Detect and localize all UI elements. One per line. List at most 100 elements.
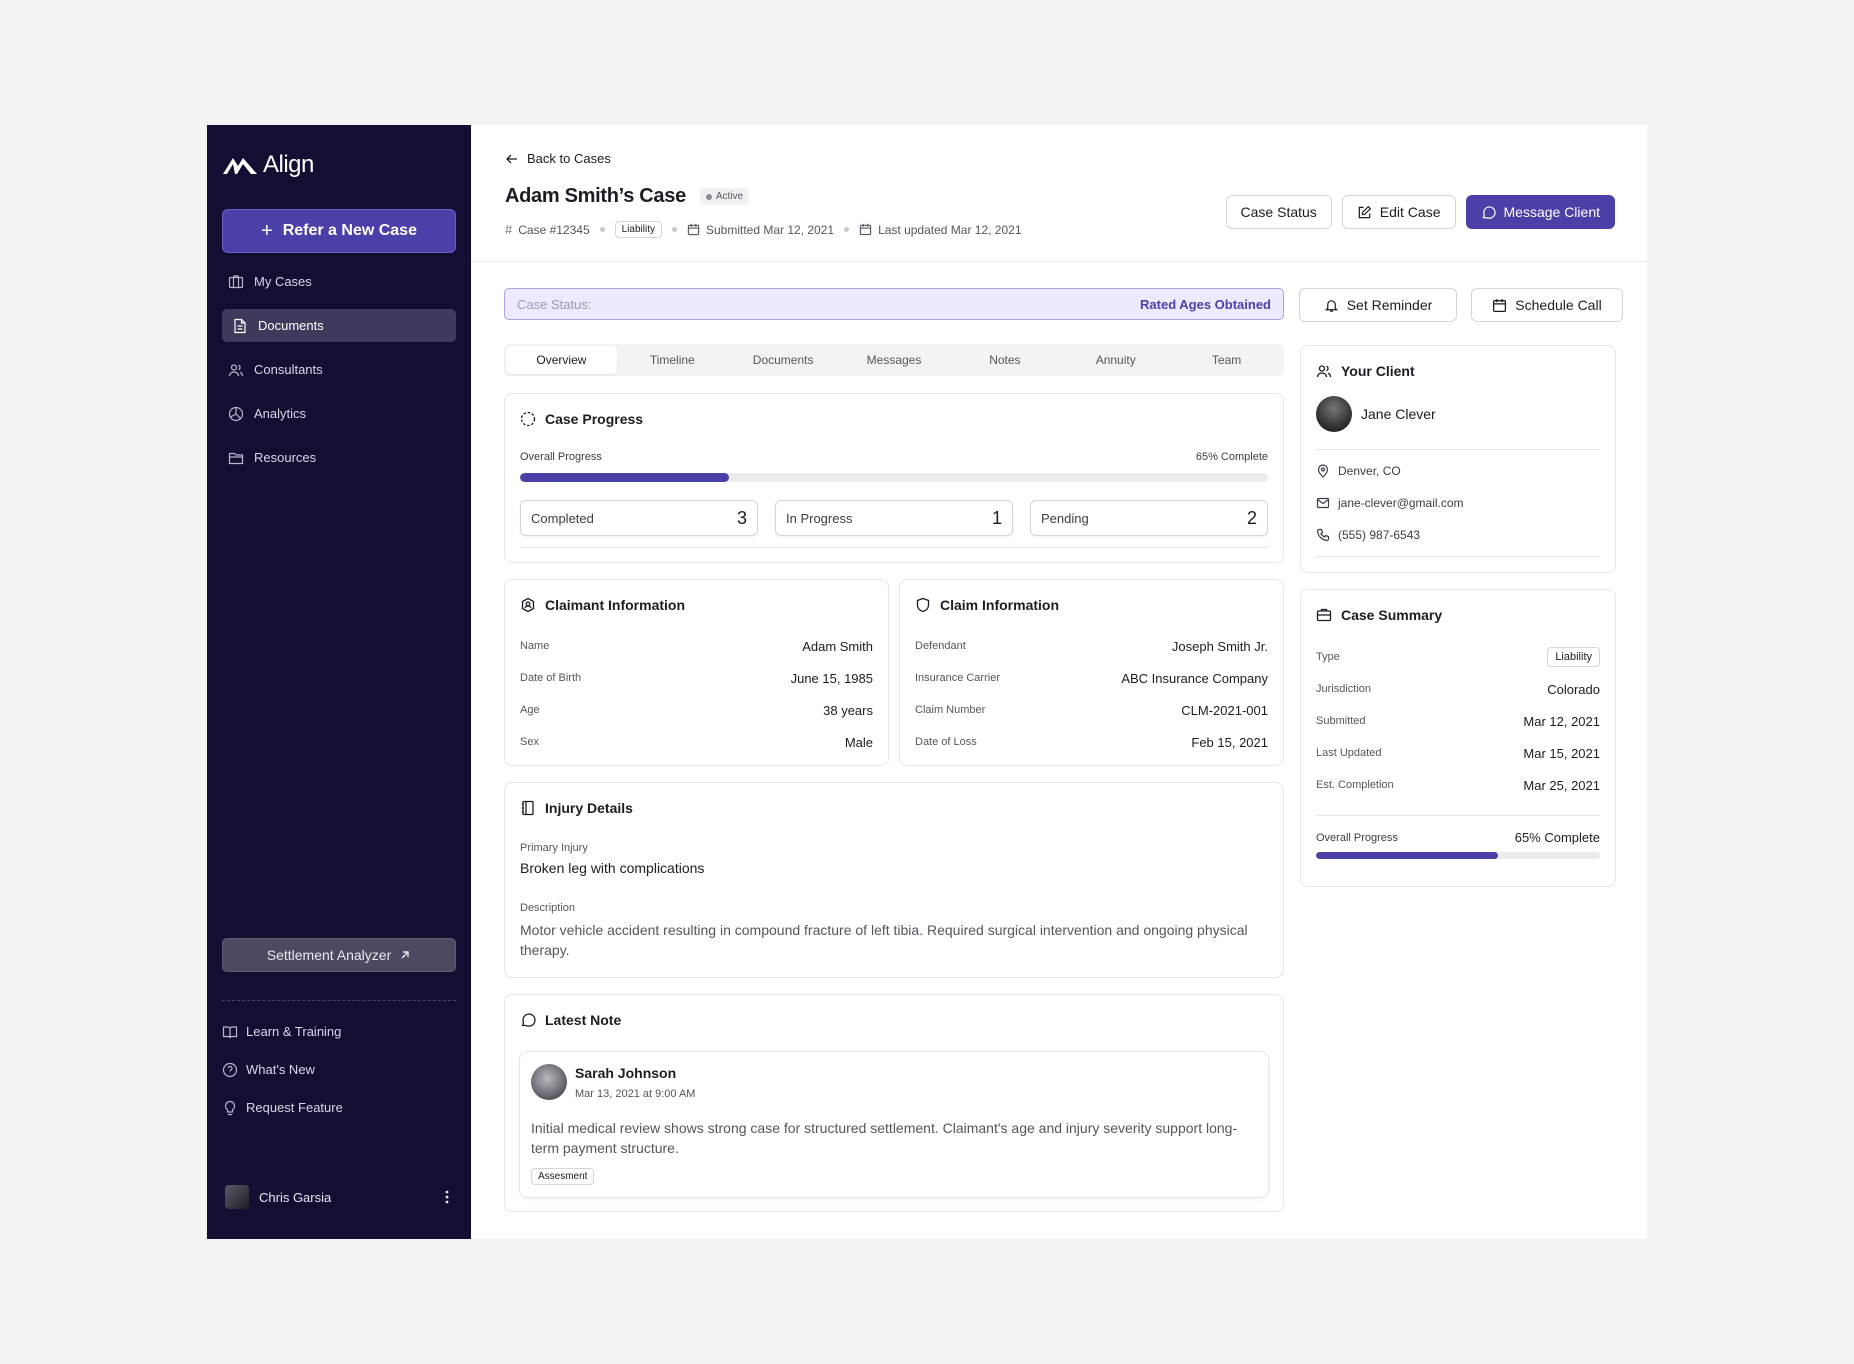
last-updated-date: Last updated Mar 12, 2021 xyxy=(878,222,1022,237)
note-text: Initial medical review shows strong case… xyxy=(531,1120,1238,1156)
sidebar-item-whats-new[interactable]: What's New xyxy=(222,1053,456,1086)
case-progress-card: Case Progress Overall Progress 65% Compl… xyxy=(504,393,1284,563)
client-email[interactable]: jane-clever@gmail.com xyxy=(1316,487,1600,519)
tab-messages[interactable]: Messages xyxy=(866,353,922,367)
sidebar-item-analytics[interactable]: Analytics xyxy=(222,397,456,430)
badge-icon xyxy=(521,597,535,613)
sidebar-bottom-nav: Learn & Training What's New Request Feat… xyxy=(222,1015,456,1129)
info-value: CLM-2021-001 xyxy=(1181,702,1268,718)
summary-key: Jurisdiction xyxy=(1316,683,1372,695)
summary-progress-bar-fill xyxy=(1316,852,1498,859)
stat-value: 1 xyxy=(991,507,1002,528)
info-value: Adam Smith xyxy=(802,638,873,654)
client-location-text: Denver, CO xyxy=(1338,464,1401,478)
main-content: Back to Cases Adam Smith’s Case Active #… xyxy=(471,125,1647,1239)
case-meta: # Case #12345 Liability Submitted Mar 12… xyxy=(505,221,1022,238)
calendar-icon xyxy=(687,223,700,236)
description-label: Description xyxy=(520,902,576,914)
info-row: Name Adam Smith xyxy=(520,630,873,662)
divider xyxy=(520,547,1268,548)
edit-case-button[interactable]: Edit Case xyxy=(1341,195,1456,229)
sidebar-item-documents[interactable]: Documents xyxy=(222,309,456,342)
sidebar-item-consultants[interactable]: Consultants xyxy=(222,353,456,386)
info-key: Claim Number xyxy=(915,704,986,716)
schedule-call-label: Schedule Call xyxy=(1515,297,1602,313)
stat-value: 3 xyxy=(736,507,747,528)
client-name: Jane Clever xyxy=(1361,406,1436,422)
refer-new-case-button[interactable]: + Refer a New Case xyxy=(222,209,456,253)
brand-name: Align xyxy=(263,151,314,178)
latest-note-card: Latest Note Sarah Johnson Mar 13, 2021 a… xyxy=(504,994,1284,1212)
case-header: Back to Cases Adam Smith’s Case Active #… xyxy=(471,125,1647,262)
tab-overview[interactable]: Overview xyxy=(506,346,617,374)
tab-documents[interactable]: Documents xyxy=(752,353,814,367)
info-value: Male xyxy=(844,734,873,750)
info-row: Date of Birth June 15, 1985 xyxy=(520,662,873,694)
notebook-icon xyxy=(521,800,534,816)
sidebar-item-learn-training[interactable]: Learn & Training xyxy=(222,1015,456,1048)
client-phone-text: (555) 987-6543 xyxy=(1338,528,1421,542)
message-circle-icon xyxy=(521,1013,536,1027)
arrow-up-right-icon xyxy=(401,951,409,959)
claim-info-title: Claim Information xyxy=(940,597,1060,613)
mail-icon xyxy=(1316,497,1330,509)
note-date: Mar 13, 2021 at 9:00 AM xyxy=(575,1088,696,1100)
users-icon xyxy=(228,363,244,376)
header-actions: Case Status Edit Case Message Client xyxy=(1225,195,1615,229)
avatar xyxy=(531,1064,567,1100)
summary-value: Mar 25, 2021 xyxy=(1523,777,1600,793)
back-to-cases-link[interactable]: Back to Cases xyxy=(505,151,611,166)
tab-annuity[interactable]: Annuity xyxy=(1095,353,1136,367)
message-client-button[interactable]: Message Client xyxy=(1465,195,1615,229)
side-actions: Set Reminder Schedule Call xyxy=(1299,288,1623,322)
case-status-bar-label: Case Status: xyxy=(517,296,592,312)
set-reminder-button[interactable]: Set Reminder xyxy=(1299,288,1457,322)
divider xyxy=(1316,556,1600,557)
schedule-call-button[interactable]: Schedule Call xyxy=(1471,288,1623,322)
document-icon xyxy=(234,318,246,333)
info-key: Defendant xyxy=(915,640,966,652)
user-profile[interactable]: Chris Garsia xyxy=(225,1185,455,1209)
stat-label: In Progress xyxy=(786,510,853,526)
info-row: Sex Male xyxy=(520,726,873,758)
summary-row: Last Updated Mar 15, 2021 xyxy=(1316,737,1600,769)
sidebar-item-resources[interactable]: Resources xyxy=(222,441,456,474)
info-row: Claim Number CLM-2021-001 xyxy=(915,694,1268,726)
case-type-tag: Liability xyxy=(614,221,662,238)
divider xyxy=(1316,815,1600,816)
brand-logo[interactable]: Align xyxy=(223,151,314,179)
info-key: Age xyxy=(520,704,540,716)
client-phone[interactable]: (555) 987-6543 xyxy=(1316,519,1600,551)
progress-bar-fill xyxy=(520,473,730,482)
info-value: 38 years xyxy=(823,702,873,718)
injury-details-card: Injury Details Primary Injury Broken leg… xyxy=(504,782,1284,978)
note-item[interactable]: Sarah Johnson Mar 13, 2021 at 9:00 AM In… xyxy=(519,1051,1269,1198)
sidebar: Align + Refer a New Case My Cases Docume… xyxy=(207,125,471,1239)
status-badge-label: Active xyxy=(715,191,744,202)
tab-team[interactable]: Team xyxy=(1211,353,1242,367)
avatar xyxy=(225,1185,249,1209)
more-vertical-icon[interactable] xyxy=(439,1189,455,1205)
summary-row: Jurisdiction Colorado xyxy=(1316,673,1600,705)
tab-timeline[interactable]: Timeline xyxy=(649,353,695,367)
settlement-analyzer-button[interactable]: Settlement Analyzer xyxy=(222,938,456,972)
case-status-button[interactable]: Case Status xyxy=(1225,195,1332,229)
calendar-icon xyxy=(859,223,872,236)
note-tag: Assesment xyxy=(531,1168,595,1185)
summary-key: Last Updated xyxy=(1316,747,1382,759)
sidebar-item-label: My Cases xyxy=(254,274,312,289)
chart-pie-icon xyxy=(228,406,244,421)
stat-in-progress: In Progress 1 xyxy=(775,500,1013,536)
overall-progress-value: 65% Complete xyxy=(1195,451,1268,463)
info-value: ABC Insurance Company xyxy=(1121,670,1268,686)
tab-notes[interactable]: Notes xyxy=(989,353,1021,367)
summary-value: Mar 12, 2021 xyxy=(1523,713,1600,729)
sidebar-item-my-cases[interactable]: My Cases xyxy=(222,265,456,298)
primary-injury-value: Broken leg with complications xyxy=(520,860,705,876)
summary-progress-value: 65% Complete xyxy=(1514,830,1600,845)
sidebar-item-label: What's New xyxy=(246,1062,315,1077)
sidebar-item-request-feature[interactable]: Request Feature xyxy=(222,1091,456,1124)
sidebar-item-label: Request Feature xyxy=(246,1100,343,1115)
briefcase-icon xyxy=(228,274,244,288)
summary-row: Est. Completion Mar 25, 2021 xyxy=(1316,769,1600,801)
